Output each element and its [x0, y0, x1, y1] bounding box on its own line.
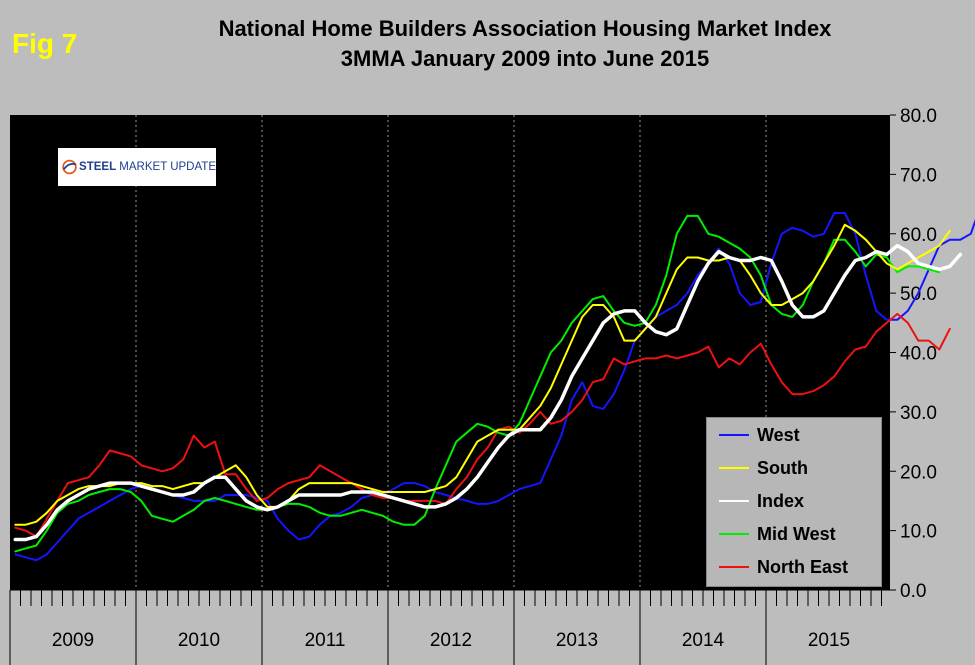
- y-tick-label: 70.0: [900, 165, 937, 186]
- logo-swoosh-icon: [62, 159, 77, 175]
- logo-text-part-2: MARKET UPDATE: [119, 161, 216, 173]
- series-line-index: [13, 243, 963, 542]
- legend-item-index: Index: [719, 489, 804, 513]
- legend-swatch-north-east: [719, 566, 749, 568]
- chart-title: National Home Builders Association Housi…: [120, 14, 930, 74]
- y-tick-label: 80.0: [900, 106, 937, 127]
- legend-swatch-south: [719, 467, 749, 469]
- x-year-label: 2012: [430, 630, 472, 651]
- y-tick-label: 30.0: [900, 403, 937, 424]
- figure-label: Fig 7: [12, 28, 78, 59]
- y-tick-label: 20.0: [900, 462, 937, 483]
- x-axis-year-labels: 2009 2010 2011 2012 2013 2014 2015: [52, 630, 850, 651]
- legend-label-west: West: [757, 424, 800, 445]
- x-tick-marks: [9, 589, 890, 665]
- x-year-label: 2015: [808, 630, 850, 651]
- legend-item-north-east: North East: [719, 555, 848, 579]
- y-tick-label: 10.0: [900, 522, 937, 543]
- chart-title-line-2: 3MMA January 2009 into June 2015: [340, 46, 710, 71]
- logo-text: STEEL MARKET UPDATE: [79, 161, 216, 173]
- legend-item-west: West: [719, 423, 800, 447]
- legend-label-north-east: North East: [757, 556, 849, 577]
- legend-label-index: Index: [757, 490, 805, 511]
- y-tick-label: 60.0: [900, 225, 937, 246]
- legend-label-mid-west: Mid West: [757, 523, 836, 544]
- series-line-mid-west: [14, 214, 941, 553]
- x-year-label: 2009: [52, 630, 94, 651]
- y-tick-label: 0.0: [900, 581, 926, 602]
- steel-market-update-logo: STEEL MARKET UPDATE: [58, 148, 216, 186]
- series-line-south: [14, 223, 951, 526]
- x-year-label: 2011: [305, 630, 346, 651]
- chart-title-line-1: National Home Builders Association Housi…: [218, 16, 832, 41]
- chart-legend: West South Index Mid West North East: [706, 417, 882, 587]
- legend-label-south: South: [757, 457, 808, 478]
- x-year-label: 2013: [556, 630, 598, 651]
- legend-item-mid-west: Mid West: [719, 522, 836, 546]
- series-lines: [13, 212, 975, 562]
- legend-swatch-mid-west: [719, 533, 749, 535]
- y-axis-labels: 0.010.020.030.040.050.060.070.080.0: [900, 106, 937, 602]
- legend-swatch-index: [719, 500, 749, 502]
- series-line-north-east: [14, 312, 951, 538]
- x-year-label: 2010: [178, 630, 220, 651]
- y-tick-marks: [890, 114, 896, 591]
- y-tick-label: 40.0: [900, 344, 937, 365]
- series-line-west: [14, 212, 975, 562]
- legend-item-south: South: [719, 456, 808, 480]
- legend-swatch-west: [719, 434, 749, 436]
- x-year-label: 2014: [682, 630, 725, 651]
- logo-text-part-1: STEEL: [79, 161, 117, 173]
